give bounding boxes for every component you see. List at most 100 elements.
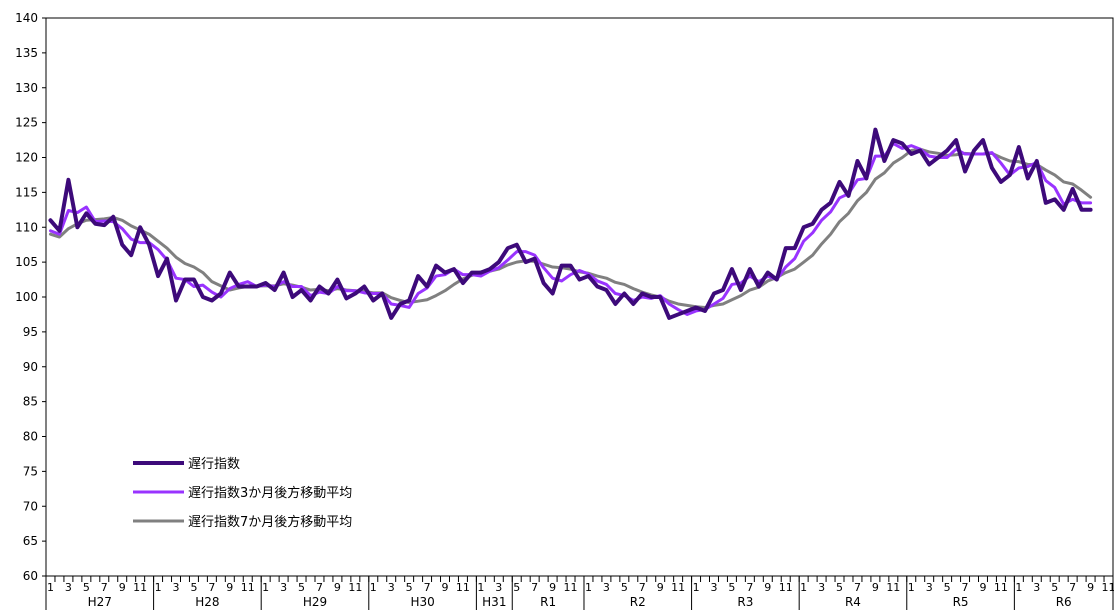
x-month-label: 3 (388, 581, 395, 594)
x-month-label: 7 (746, 581, 753, 594)
x-era-label: H28 (195, 595, 219, 609)
x-month-label: 7 (316, 581, 323, 594)
y-tick-label: 130 (15, 81, 38, 95)
x-era-label: H27 (88, 595, 112, 609)
plot-area-frame (45, 17, 1114, 577)
x-month-label: 7 (962, 581, 969, 594)
y-tick-label: 60 (23, 569, 38, 583)
y-tick-label: 110 (15, 220, 38, 234)
x-month-label: 3 (495, 581, 502, 594)
y-tick-label: 115 (15, 185, 38, 199)
x-month-label: 9 (764, 581, 771, 594)
x-month-label: 7 (1069, 581, 1076, 594)
x-month-label: 11 (671, 581, 685, 594)
legend-label-2: 遅行指数7か月後方移動平均 (188, 514, 352, 530)
x-month-label: 5 (944, 581, 951, 594)
x-month-label: 1 (155, 581, 162, 594)
x-month-label: 3 (818, 581, 825, 594)
x-month-label: 5 (513, 581, 520, 594)
x-month-label: 5 (83, 581, 90, 594)
x-month-label: 5 (621, 581, 628, 594)
y-tick-label: 70 (23, 499, 38, 513)
x-month-label: 11 (348, 581, 362, 594)
x-month-label: 7 (854, 581, 861, 594)
y-tick-label: 95 (23, 325, 38, 339)
x-era-label: R6 (1056, 595, 1072, 609)
legend-label-1: 遅行指数3か月後方移動平均 (188, 485, 352, 501)
x-era-label: H31 (482, 595, 506, 609)
x-month-label: 1 (370, 581, 377, 594)
x-era-label: R2 (630, 595, 646, 609)
x-month-label: 7 (424, 581, 431, 594)
x-month-label: 11 (1102, 581, 1114, 594)
y-tick-label: 75 (23, 464, 38, 478)
legend-label-0: 遅行指数 (188, 457, 240, 472)
y-tick-label: 85 (23, 395, 38, 409)
series-line-1 (48, 142, 1093, 316)
x-month-label: 1 (477, 581, 484, 594)
x-month-label: 3 (173, 581, 180, 594)
x-month-label: 7 (101, 581, 108, 594)
y-tick-label: 105 (15, 255, 38, 269)
x-month-label: 9 (334, 581, 341, 594)
x-era-label: R1 (540, 595, 556, 609)
y-tick-label: 120 (15, 151, 38, 165)
x-month-label: 5 (728, 581, 735, 594)
x-month-label: 9 (119, 581, 126, 594)
y-tick-label: 100 (15, 290, 38, 304)
series-line-0 (48, 127, 1093, 320)
x-month-label: 3 (65, 581, 72, 594)
x-month-label: 7 (639, 581, 646, 594)
x-month-label: 9 (442, 581, 449, 594)
series-line-2 (48, 147, 1093, 309)
x-month-label: 1 (47, 581, 54, 594)
y-tick-label: 80 (23, 430, 38, 444)
x-month-label: 3 (603, 581, 610, 594)
x-month-label: 7 (531, 581, 538, 594)
x-era-label: H29 (303, 595, 327, 609)
x-month-label: 11 (241, 581, 255, 594)
x-month-label: 9 (226, 581, 233, 594)
x-month-label: 1 (800, 581, 807, 594)
x-month-label: 1 (1015, 581, 1022, 594)
x-month-label: 1 (262, 581, 269, 594)
x-month-label: 1 (693, 581, 700, 594)
x-month-label: 11 (994, 581, 1008, 594)
y-tick-label: 65 (23, 534, 38, 548)
y-axis: 60 65 70 75 80 85 90 95 100 105 110 115 120 125 130 135… (15, 11, 46, 583)
x-month-label: 5 (298, 581, 305, 594)
x-month-label: 5 (836, 581, 843, 594)
x-era-label: R3 (737, 595, 753, 609)
x-month-label: 11 (133, 581, 147, 594)
x-month-label: 11 (779, 581, 793, 594)
x-month-label: 9 (549, 581, 556, 594)
y-tick-label: 140 (15, 11, 38, 25)
x-month-label: 3 (1033, 581, 1040, 594)
x-month-label: 5 (1051, 581, 1058, 594)
x-month-label: 1 (908, 581, 915, 594)
x-month-label: 3 (710, 581, 717, 594)
x-month-label: 9 (872, 581, 879, 594)
x-era-label: R4 (845, 595, 861, 609)
x-month-label: 9 (657, 581, 664, 594)
x-era-label: R5 (953, 595, 969, 609)
x-month-label: 5 (190, 581, 197, 594)
x-month-label: 5 (406, 581, 413, 594)
x-era-label: H30 (410, 595, 434, 609)
x-month-label: 3 (926, 581, 933, 594)
x-month-label: 9 (1087, 581, 1094, 594)
y-tick-label: 90 (23, 360, 38, 374)
y-tick-label: 125 (15, 116, 38, 130)
x-month-label: 1 (585, 581, 592, 594)
series-layer (48, 127, 1093, 320)
x-month-label: 11 (564, 581, 578, 594)
y-tick-label: 135 (15, 46, 38, 60)
x-month-label: 11 (886, 581, 900, 594)
x-month-label: 9 (979, 581, 986, 594)
x-month-label: 7 (208, 581, 215, 594)
x-month-label: 3 (280, 581, 287, 594)
x-month-label: 11 (456, 581, 470, 594)
